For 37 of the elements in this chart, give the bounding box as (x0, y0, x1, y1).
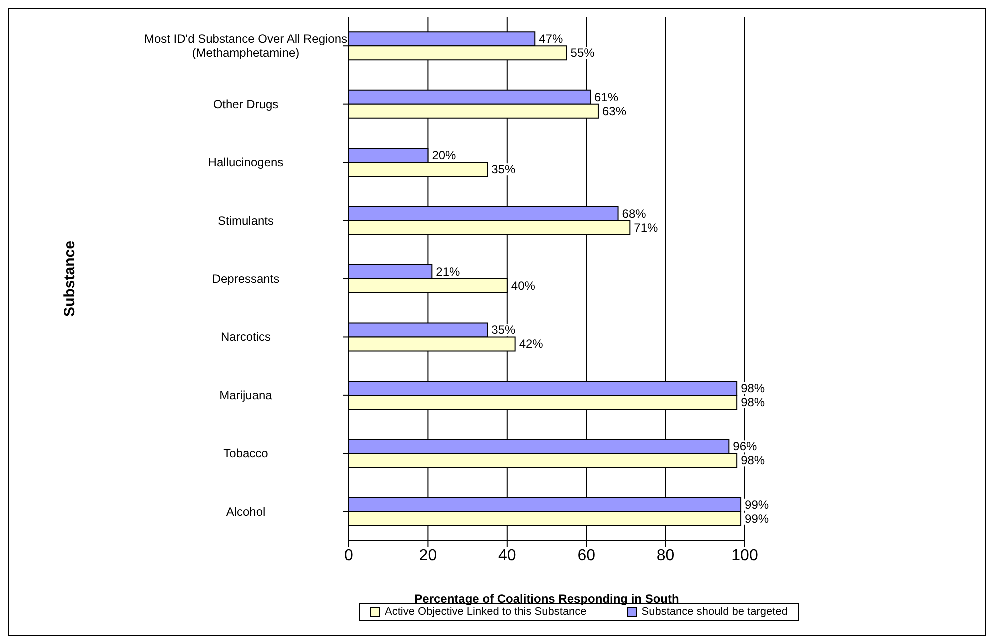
data-label: 98% (741, 381, 766, 396)
legend-label: Active Objective Linked to this Substance (384, 606, 587, 618)
x-tick-label: 80 (656, 547, 675, 564)
legend-label: Substance should be targeted (640, 606, 788, 618)
x-tick-label: 60 (578, 547, 596, 564)
data-label: 96% (733, 440, 758, 454)
data-label: 20% (432, 148, 457, 163)
data-label: 55% (570, 46, 596, 60)
data-label: 35% (492, 323, 516, 338)
y-tick-label: Most ID'd Substance Over All Regions (Methamphetamine) (144, 32, 348, 60)
y-tick-label: Narcotics (220, 330, 272, 344)
x-tick-label: 0 (344, 547, 354, 564)
x-axis-title: Percentage of Coalitions Responding in South (414, 592, 680, 606)
data-label: 71% (634, 220, 659, 235)
y-tick-label: Tobacco (224, 446, 269, 461)
data-label: 21% (436, 265, 461, 280)
data-label: 35% (492, 162, 516, 177)
data-label: 47% (539, 32, 564, 46)
y-tick-label: Depressants (212, 272, 280, 286)
x-tick-label: 20 (419, 547, 438, 564)
data-label: 98% (741, 395, 766, 410)
y-tick-label: Alcohol (226, 504, 266, 519)
data-label: 61% (594, 90, 619, 104)
y-axis-title: Substance (61, 241, 78, 317)
data-label: 98% (741, 454, 766, 468)
y-tick-label: Stimulants (218, 214, 274, 228)
y-tick-label: Hallucinogens (208, 156, 284, 170)
x-tick-label: 40 (498, 547, 516, 564)
data-label: 40% (511, 279, 536, 294)
data-label: 99% (745, 512, 770, 526)
data-label: 63% (602, 104, 627, 118)
data-label: 68% (622, 206, 647, 221)
data-label: 99% (745, 498, 770, 512)
y-tick-label: Other Drugs (213, 97, 279, 112)
x-tick-label: 100 (732, 547, 758, 564)
y-tick-label: Marijuana (220, 388, 273, 402)
data-label: 42% (519, 337, 544, 352)
